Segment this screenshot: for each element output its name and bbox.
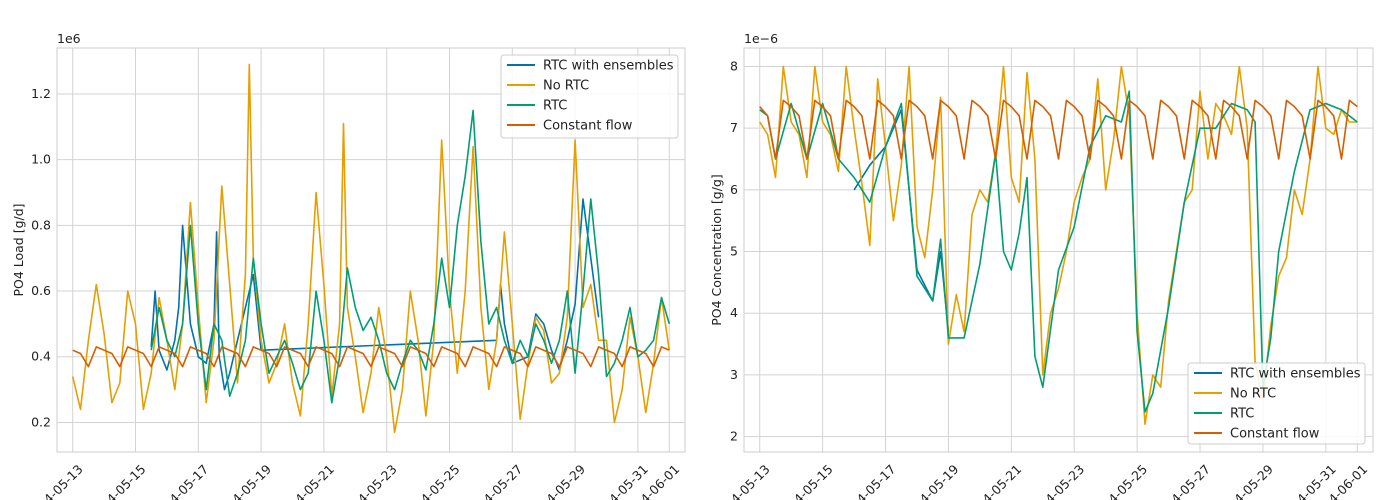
x-tick-label: 2024-05-21 <box>275 461 337 500</box>
y-tick-label: 1.0 <box>31 152 51 167</box>
legend: RTC with ensembles No RTC RTC Constant flow <box>500 54 679 139</box>
x-tick-label: 2024-05-19 <box>212 461 274 500</box>
legend-entry-label: RTC <box>1230 407 1254 422</box>
axes-frame <box>56 47 686 453</box>
legend-box <box>500 54 679 139</box>
x-tick-label: 2024-05-19 <box>900 461 962 500</box>
x-tick-label: 2024-05-23 <box>1025 461 1087 500</box>
x-tick-label: 2024-05-25 <box>401 461 463 500</box>
x-tick-label: 2024-05-23 <box>338 461 400 500</box>
legend-entry-label: No RTC <box>543 79 589 94</box>
legend-entry-label: Constant flow <box>543 119 633 134</box>
y-tick-label: 4 <box>730 305 738 320</box>
y-tick-label: 7 <box>730 120 738 135</box>
y-tick-label: 0.2 <box>31 414 51 429</box>
legend-entry-label: No RTC <box>1230 387 1276 402</box>
legend-entry-label: Constant flow <box>1230 427 1320 442</box>
x-tick-label: 2024-05-17 <box>837 461 899 500</box>
y-axis-label: PO4 Load [g/d] <box>11 203 26 296</box>
x-tick-label: 2024-05-13 <box>24 461 86 500</box>
y-tick-label: 1.2 <box>31 86 51 101</box>
x-tick-label: 2024-05-27 <box>1151 461 1213 500</box>
x-tick-label: 2024-05-29 <box>526 461 588 500</box>
series-line-rtc <box>150 109 671 404</box>
x-tick-label: 2024-05-27 <box>463 461 525 500</box>
legend-box <box>1187 362 1366 445</box>
legend-entry-label: RTC with ensembles <box>1230 367 1361 382</box>
y-tick-label: 6 <box>730 182 738 197</box>
series-line-rtc <box>759 90 1358 413</box>
x-tick-label: 2024-05-17 <box>149 461 211 500</box>
axis-scale-label: 1e6 <box>57 31 81 46</box>
y-tick-label: 2 <box>730 429 738 444</box>
legend-entry-label: RTC with ensembles <box>543 59 674 74</box>
y-tick-label: 0.8 <box>31 217 51 232</box>
axis-scale-label: 1e−6 <box>744 31 778 46</box>
x-tick-label: 2024-05-29 <box>1214 461 1276 500</box>
y-tick-label: 3 <box>730 367 738 382</box>
x-tick-label: 2024-05-21 <box>962 461 1024 500</box>
x-tick-label: 2024-05-15 <box>774 461 836 500</box>
y-tick-label: 8 <box>730 59 738 74</box>
series-line-constant-flow <box>72 346 670 368</box>
series-line-no-rtc <box>71 63 671 434</box>
x-tick-label: 2024-05-25 <box>1088 461 1150 500</box>
y-axis-label: PO4 Concentration [g/g] <box>709 174 724 326</box>
axes-frame <box>743 47 1374 453</box>
y-tick-label: 0.6 <box>31 283 51 298</box>
x-tick-label: 2024-05-15 <box>87 461 149 500</box>
legend: RTC with ensembles No RTC RTC Constant flow <box>1187 362 1366 445</box>
legend-entry-label: RTC <box>543 99 567 114</box>
y-tick-label: 0.4 <box>31 349 51 364</box>
x-tick-label: 2024-05-13 <box>711 461 773 500</box>
y-tick-label: 5 <box>730 244 738 259</box>
series-line-constant-flow <box>759 99 1358 160</box>
